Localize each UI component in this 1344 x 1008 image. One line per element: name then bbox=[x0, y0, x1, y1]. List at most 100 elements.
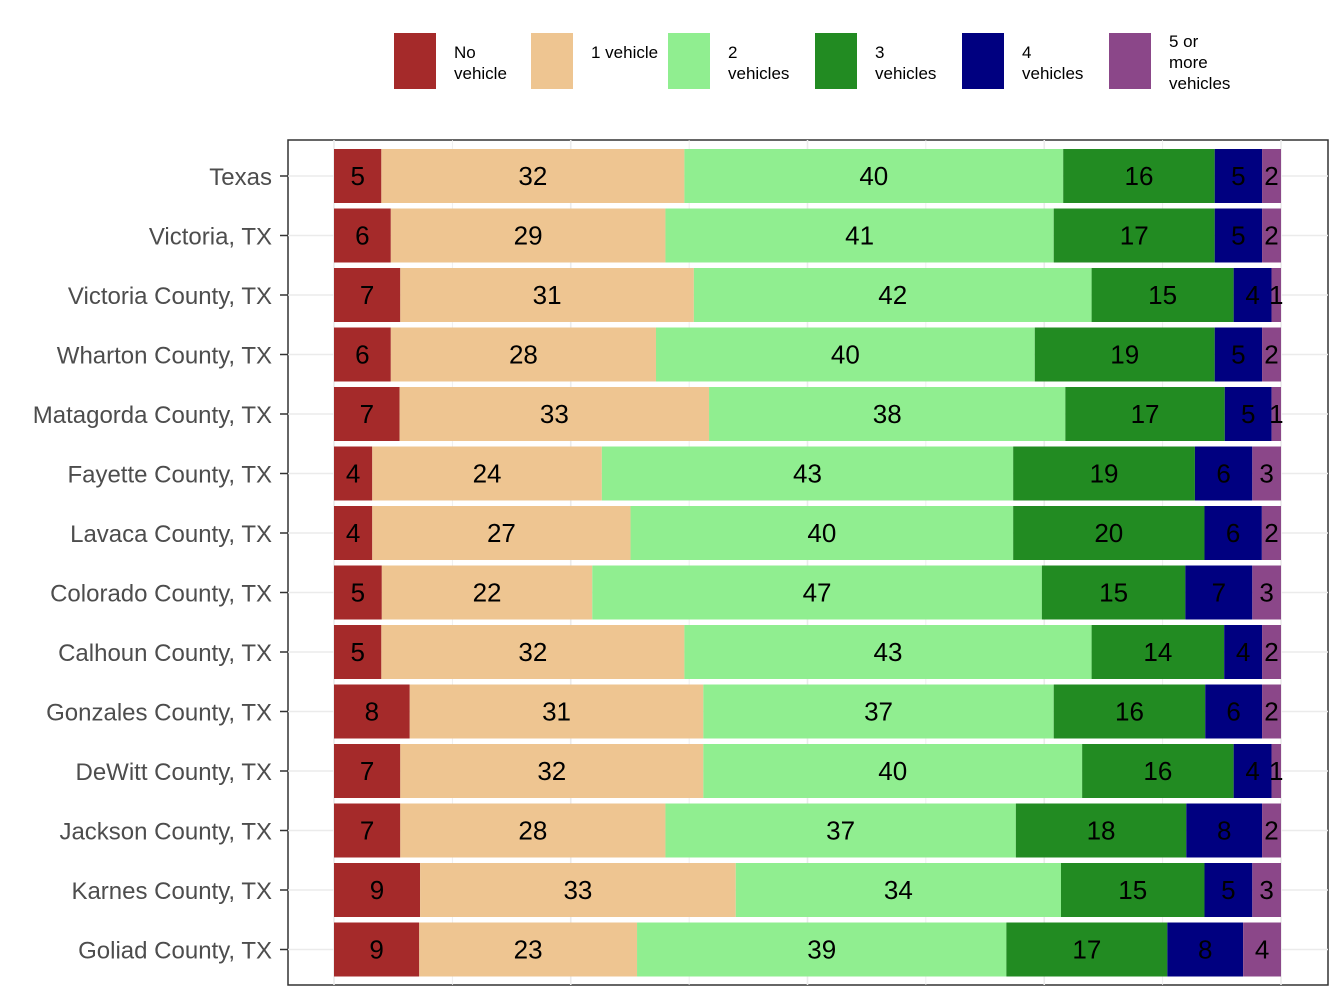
bar-value-label: 16 bbox=[1143, 756, 1172, 786]
bar-value-label: 20 bbox=[1094, 518, 1123, 548]
bar-segment bbox=[1262, 149, 1281, 203]
bar-value-label: 43 bbox=[874, 637, 903, 667]
bar-segment bbox=[1006, 922, 1168, 977]
bar-segment bbox=[1053, 208, 1215, 263]
bar-segment bbox=[1063, 149, 1215, 203]
bar-value-label: 15 bbox=[1099, 578, 1128, 608]
bar-value-label: 17 bbox=[1120, 221, 1149, 251]
bar-segment bbox=[334, 268, 401, 322]
bar-segment bbox=[1185, 565, 1253, 620]
bar-value-label: 7 bbox=[360, 399, 374, 429]
bar-segment bbox=[1262, 625, 1281, 679]
bar-value-label: 2 bbox=[1264, 816, 1278, 846]
y-tick-label: Matagorda County, TX bbox=[33, 402, 272, 429]
legend-label: 5 or more vehicles bbox=[1169, 32, 1231, 93]
legend-item: 4 vehicles bbox=[962, 33, 1092, 89]
bar-value-label: 15 bbox=[1148, 280, 1177, 310]
bar-value-label: 23 bbox=[514, 935, 543, 965]
bar-value-label: 2 bbox=[1264, 221, 1278, 251]
bar-segment bbox=[334, 387, 400, 441]
bar-segment bbox=[1041, 565, 1186, 620]
y-tick-label: Goliad County, TX bbox=[78, 938, 272, 965]
bar-value-label: 5 bbox=[1231, 161, 1245, 191]
bar-segment bbox=[1013, 506, 1205, 560]
bar-segment bbox=[637, 922, 1007, 977]
bar-value-label: 1 bbox=[1269, 399, 1283, 429]
bar-segment bbox=[1194, 446, 1253, 501]
bar-value-label: 38 bbox=[873, 399, 902, 429]
bar-segment bbox=[1224, 625, 1263, 679]
bar-segment bbox=[1252, 565, 1281, 620]
bar-value-label: 32 bbox=[518, 637, 547, 667]
bar-segment bbox=[1262, 803, 1281, 858]
bar-segment bbox=[1082, 744, 1234, 798]
legend-swatch bbox=[1109, 33, 1151, 89]
bar-segment bbox=[630, 506, 1014, 560]
bar-segment bbox=[601, 446, 1014, 501]
bar-segment bbox=[1271, 387, 1281, 441]
bar-segment bbox=[709, 387, 1066, 441]
bar-value-label: 6 bbox=[355, 221, 369, 251]
bar-value-label: 22 bbox=[473, 578, 502, 608]
bar-value-label: 7 bbox=[1212, 578, 1226, 608]
legend-swatch bbox=[815, 33, 857, 89]
bar-segment bbox=[334, 149, 382, 203]
bar-segment bbox=[334, 506, 373, 560]
bar-value-label: 3 bbox=[1259, 578, 1273, 608]
bar-value-label: 17 bbox=[1131, 399, 1160, 429]
y-tick-label: Fayette County, TX bbox=[67, 462, 272, 489]
y-tick-label: DeWitt County, TX bbox=[76, 759, 273, 786]
bar-value-label: 4 bbox=[346, 518, 360, 548]
bar-value-label: 39 bbox=[807, 935, 836, 965]
legend-label: 2 vehicles bbox=[728, 43, 790, 83]
bar-value-label: 47 bbox=[803, 578, 832, 608]
y-tick-label: Victoria County, TX bbox=[68, 283, 272, 310]
bar-value-label: 4 bbox=[1245, 280, 1259, 310]
bar-value-label: 4 bbox=[1255, 935, 1269, 965]
bar-value-label: 5 bbox=[1241, 399, 1255, 429]
y-tick-label: Lavaca County, TX bbox=[70, 521, 272, 548]
bar-segment bbox=[390, 327, 656, 382]
bar-segment bbox=[703, 744, 1083, 798]
legend-swatch bbox=[394, 33, 436, 89]
bar-segment bbox=[703, 684, 1054, 739]
bar-value-label: 1 bbox=[1269, 756, 1283, 786]
legend-swatch bbox=[531, 33, 573, 89]
bar-value-label: 8 bbox=[365, 697, 379, 727]
bar-segment bbox=[334, 327, 391, 382]
bar-segment bbox=[334, 684, 410, 739]
bar-segment bbox=[381, 149, 685, 203]
bar-value-label: 2 bbox=[1264, 161, 1278, 191]
legend-label: No vehicle bbox=[454, 43, 507, 83]
legend-swatch bbox=[962, 33, 1004, 89]
bar-value-label: 6 bbox=[1216, 459, 1230, 489]
bar-segment bbox=[1167, 922, 1244, 977]
bar-value-label: 33 bbox=[540, 399, 569, 429]
bar-segment bbox=[334, 922, 420, 977]
bar-value-label: 28 bbox=[518, 816, 547, 846]
legend-swatch bbox=[668, 33, 710, 89]
bar-segment bbox=[334, 803, 401, 858]
y-tick-label: Jackson County, TX bbox=[59, 819, 272, 846]
bar-value-label: 16 bbox=[1124, 161, 1153, 191]
bar-segment bbox=[655, 327, 1035, 382]
bar-value-label: 3 bbox=[1259, 459, 1273, 489]
bar-value-label: 42 bbox=[878, 280, 907, 310]
bar-value-label: 15 bbox=[1118, 875, 1147, 905]
bar-segment bbox=[1065, 387, 1225, 441]
bar-segment bbox=[1186, 803, 1263, 858]
bar-segment bbox=[334, 625, 382, 679]
bar-value-label: 19 bbox=[1110, 340, 1139, 370]
legend-item: No vehicle bbox=[394, 33, 524, 89]
bar-segment bbox=[1091, 625, 1225, 679]
bar-segment bbox=[693, 268, 1092, 322]
bar-segment bbox=[1252, 446, 1281, 501]
bar-value-label: 33 bbox=[563, 875, 592, 905]
legend-label: 1 vehicle bbox=[591, 43, 659, 62]
legend-label: 4 vehicles bbox=[1022, 43, 1084, 83]
bar-value-label: 28 bbox=[509, 340, 538, 370]
bar-segment bbox=[399, 387, 710, 441]
bar-value-label: 19 bbox=[1090, 459, 1119, 489]
bar-value-label: 40 bbox=[831, 340, 860, 370]
bar-segment bbox=[1262, 327, 1281, 382]
